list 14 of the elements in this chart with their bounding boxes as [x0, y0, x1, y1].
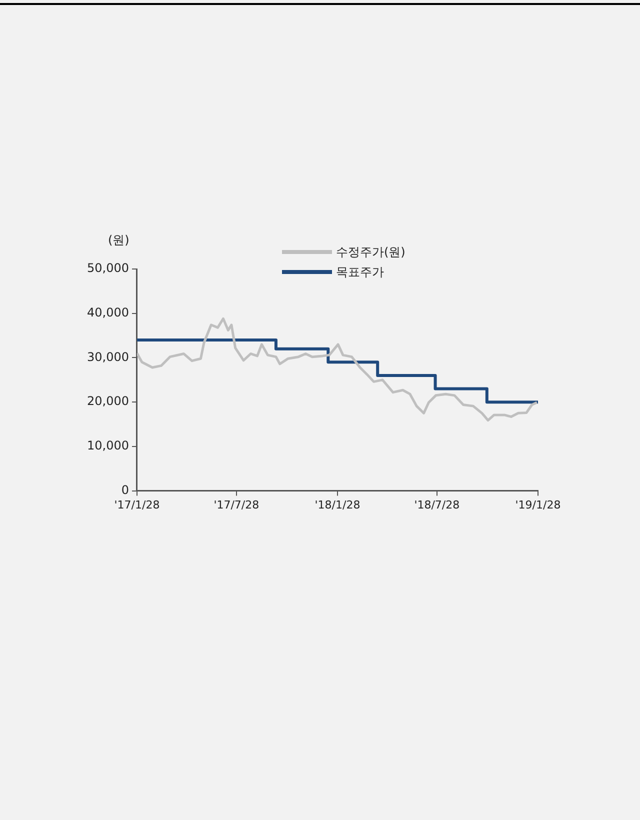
x-tick-label: '18/7/28	[414, 498, 460, 512]
x-tick-label: '17/7/28	[214, 498, 260, 512]
y-tick-label: 50,000	[86, 261, 129, 276]
y-tick-label: 20,000	[86, 394, 129, 408]
y-tick-label: 0	[121, 482, 129, 497]
x-tick-label: '19/1/28	[515, 498, 561, 512]
y-tick-label: 30,000	[86, 350, 129, 364]
y-tick-label: 10,000	[86, 438, 129, 453]
y-tick-label: 40,000	[86, 305, 129, 320]
legend-label: 수정주가(원)	[336, 244, 406, 260]
x-tick-label: '17/1/28	[114, 498, 160, 512]
y-axis-title: (원)	[108, 232, 130, 249]
x-tick-label: '18/1/28	[314, 498, 360, 512]
legend-label: 목표주가	[336, 264, 384, 280]
